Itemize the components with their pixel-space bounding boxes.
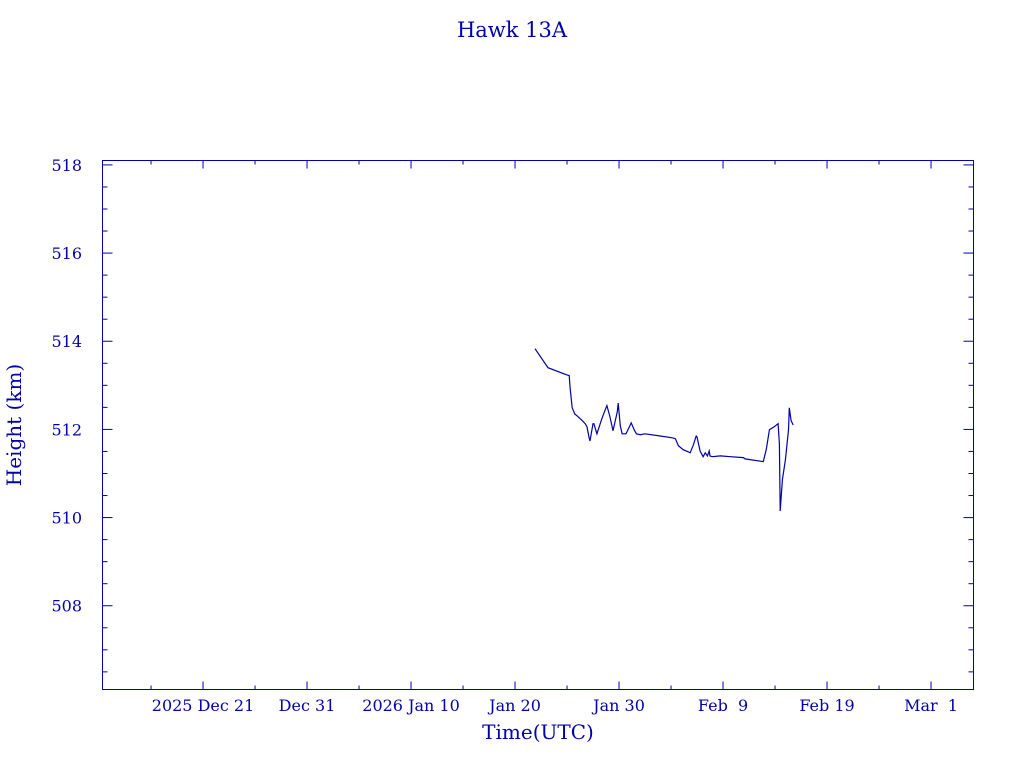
x-tick-label: Mar 1 [904,696,958,715]
x-tick-label: 2025 Dec 21 [152,696,255,715]
x-tick-label: Feb 19 [799,696,854,715]
x-tick-label: Jan 30 [591,696,645,715]
chart-title: Hawk 13A [457,18,568,42]
plot-frame [102,160,974,690]
y-tick-label: 516 [51,244,82,263]
y-tick-label: 512 [51,420,82,439]
x-tick-label: 2026 Jan 10 [362,696,460,715]
y-tick-label: 514 [51,332,82,351]
y-tick-label: 508 [51,597,82,616]
y-axis-label: Height (km) [2,364,26,486]
x-tick-label: Dec 31 [279,696,336,715]
axis-ticks: 508 510 512 514 516 518 2025 Dec 21 Dec 31 2026 … [51,156,974,715]
x-axis-label: Time(UTC) [482,720,594,744]
y-tick-label: 510 [51,509,82,528]
x-tick-label: Feb 9 [698,696,748,715]
x-tick-label: Jan 20 [487,696,541,715]
y-tick-label: 518 [51,156,82,175]
series-line-height [534,348,794,512]
